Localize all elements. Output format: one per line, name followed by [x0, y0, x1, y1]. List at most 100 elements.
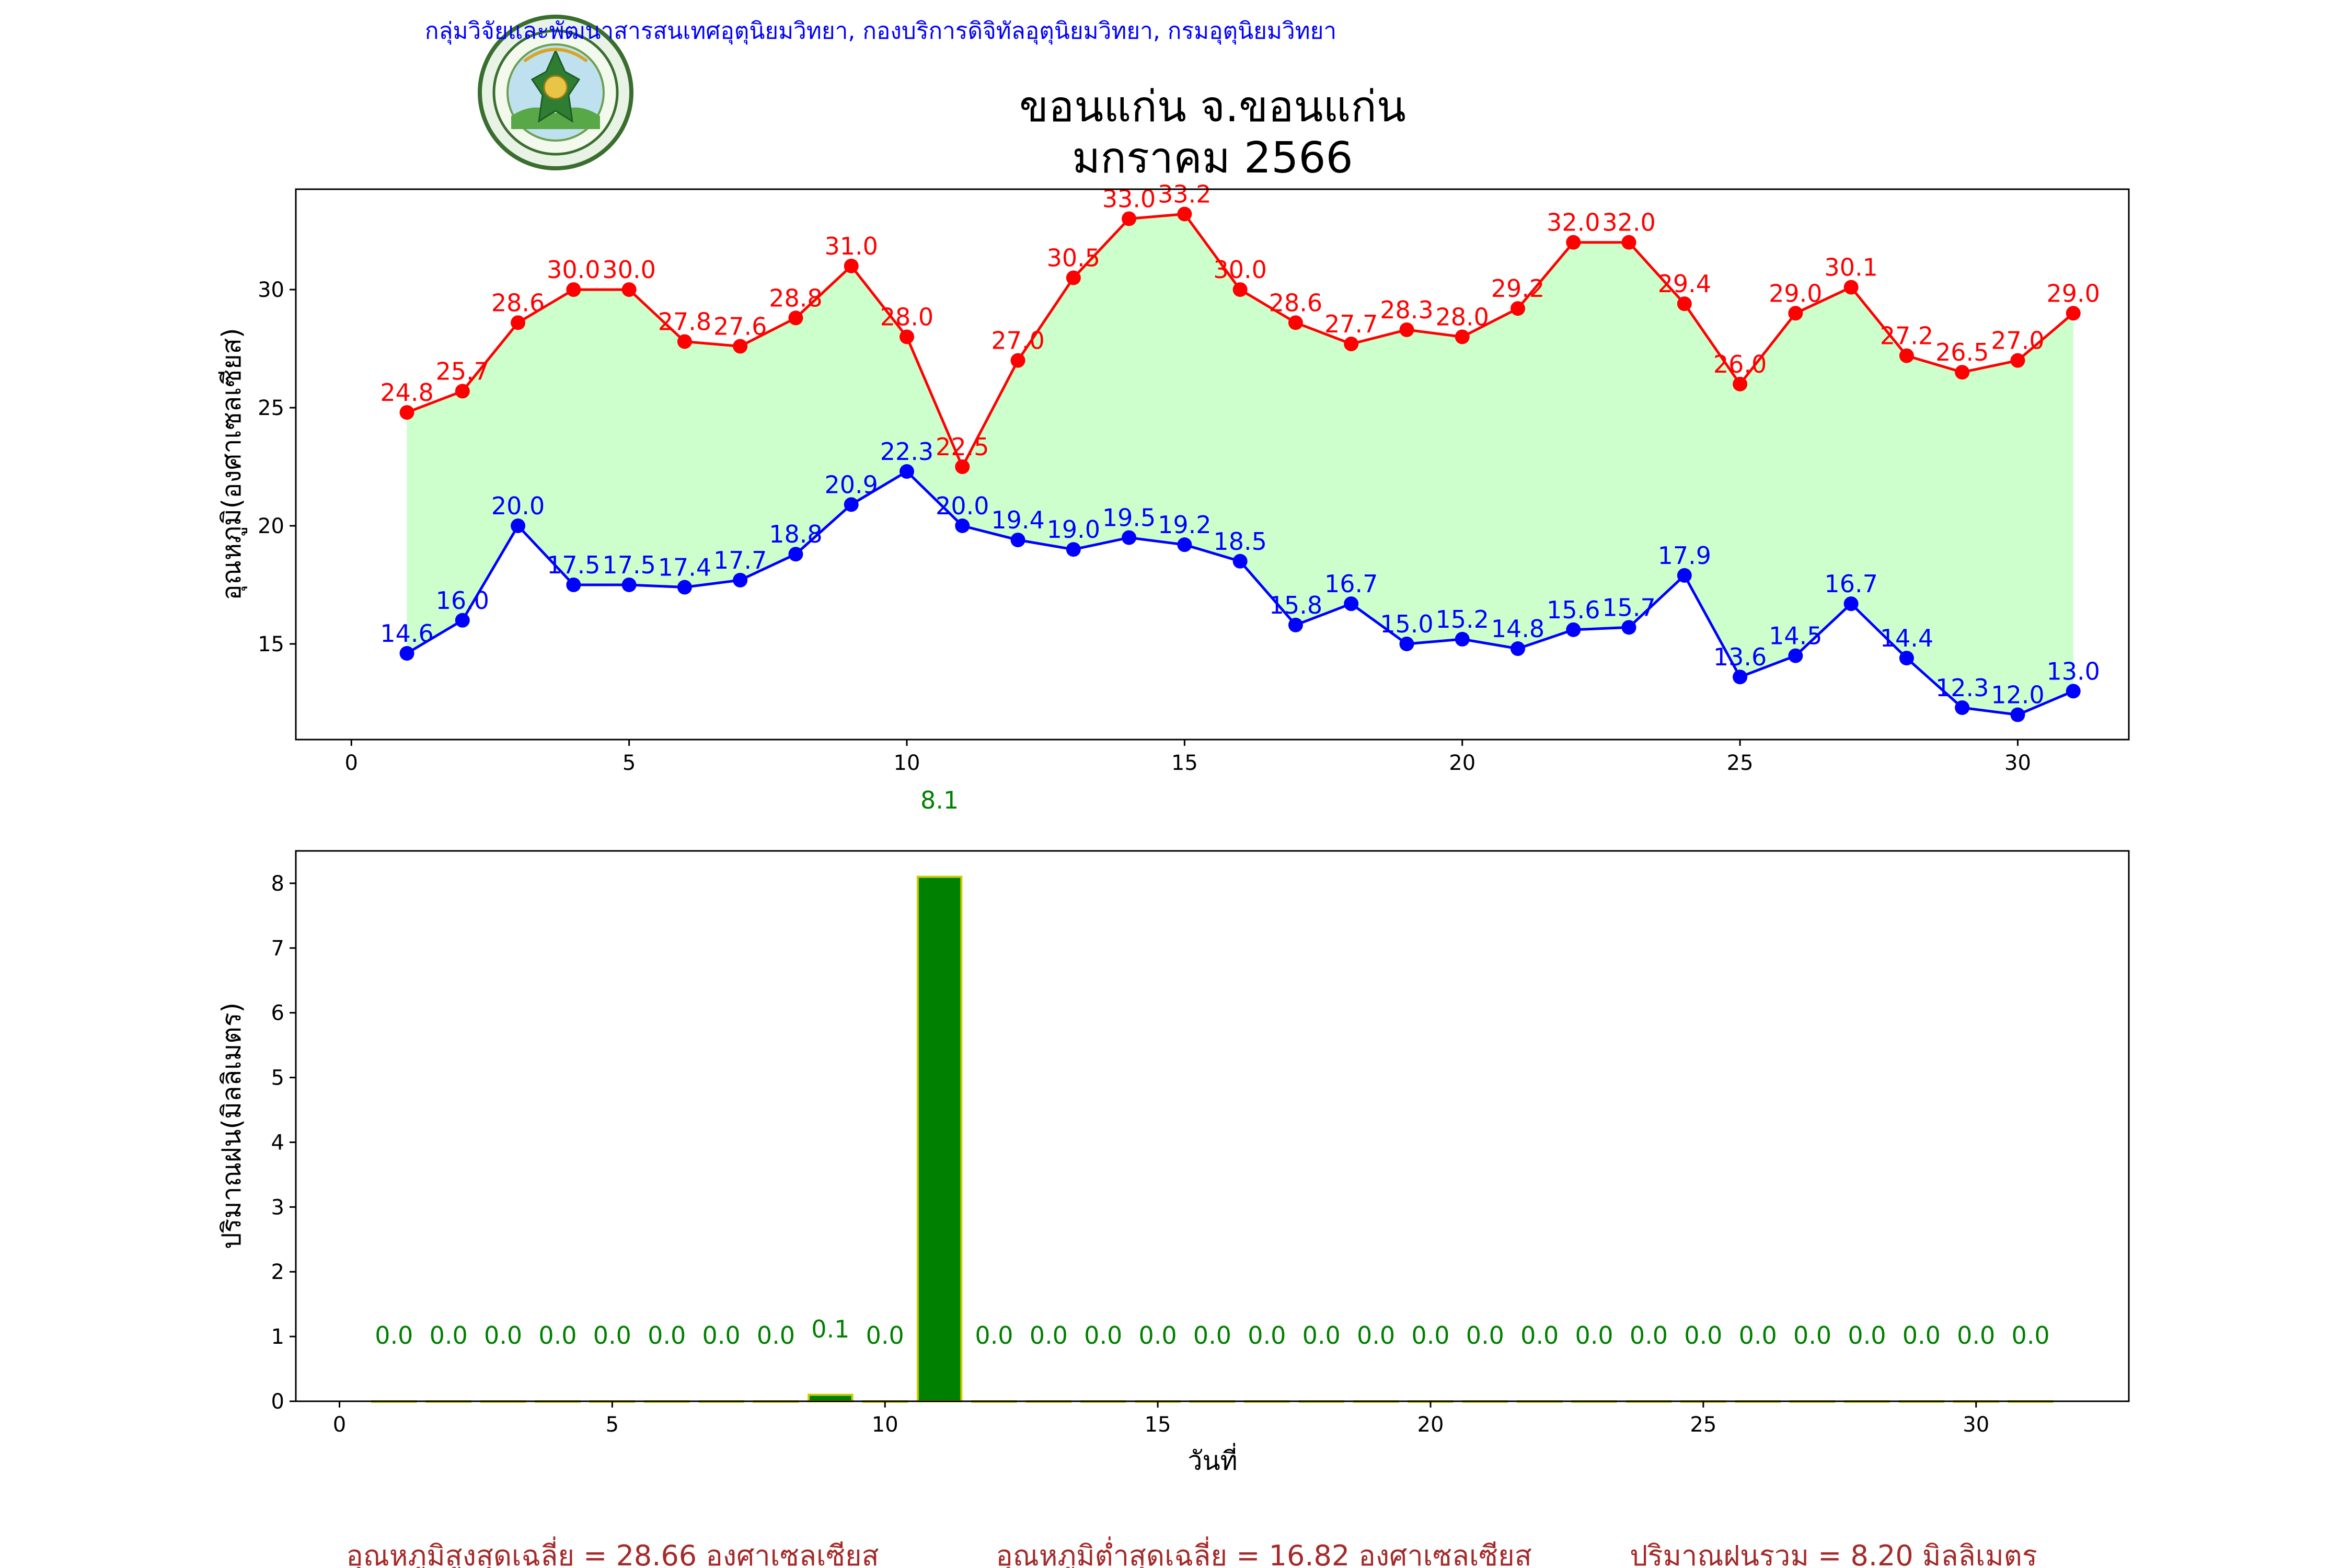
max-temperature-point: [399, 405, 414, 420]
min-temperature-point: [1288, 617, 1303, 632]
max-temperature-label: 27.0: [991, 327, 1044, 355]
max-temperature-label: 29.4: [1658, 270, 1711, 298]
temperature-x-tick-label: 10: [894, 751, 920, 775]
max-temperature-point: [1288, 315, 1303, 330]
footer-average-min: อุณหภูมิต่ำสุดเฉลี่ย = 16.82 องศาเซลเซีย…: [996, 1536, 1531, 1568]
max-temperature-point: [2010, 353, 2025, 368]
rainfall-x-tick-label: 15: [1145, 1413, 1171, 1437]
max-temperature-point: [1344, 337, 1359, 352]
max-temperature-label: 32.0: [1602, 209, 1655, 237]
max-temperature-label: 30.0: [1213, 256, 1266, 284]
max-temperature-label: 28.6: [491, 289, 545, 317]
min-temperature-label: 14.6: [380, 619, 433, 648]
temperature-x-tick-label: 15: [1171, 751, 1198, 775]
min-temperature-point: [788, 547, 803, 562]
max-temperature-point: [677, 334, 692, 349]
max-temperature-label: 30.0: [547, 256, 600, 284]
footer-total-rain: ปริมาณฝนรวม = 8.20 มิลลิเมตร: [1630, 1539, 2037, 1568]
max-temperature-label: 30.5: [1047, 244, 1100, 272]
rainfall-value-label: 0.0: [702, 1321, 741, 1350]
min-temperature-label: 17.7: [713, 546, 767, 574]
max-temperature-label: 30.0: [602, 256, 655, 284]
temperature-y-tick-label: 30: [258, 278, 284, 302]
rainfall-y-tick-label: 7: [271, 937, 284, 961]
rainfall-value-label: 0.0: [648, 1321, 686, 1350]
min-temperature-point: [1733, 670, 1748, 685]
rainfall-value-label: 0.0: [1957, 1321, 1995, 1350]
max-temperature-point: [1455, 329, 1470, 344]
max-temperature-point: [1733, 376, 1748, 391]
min-temperature-label: 16.0: [436, 586, 489, 615]
min-temperature-point: [1788, 648, 1803, 663]
min-temperature-point: [1122, 530, 1137, 545]
min-temperature-label: 13.0: [2047, 657, 2100, 685]
max-temperature-point: [1232, 282, 1248, 297]
max-temperature-point: [621, 282, 637, 297]
min-temperature-point: [566, 577, 581, 592]
rainfall-value-label: 0.0: [1793, 1321, 1831, 1350]
min-temperature-label: 20.9: [825, 470, 878, 499]
min-temperature-label: 22.3: [880, 437, 933, 466]
max-temperature-label: 26.5: [1935, 338, 1989, 366]
rainfall-y-tick-label: 5: [271, 1066, 284, 1090]
min-temperature-label: 13.6: [1713, 643, 1767, 671]
min-temperature-point: [677, 580, 692, 595]
min-temperature-point: [1177, 537, 1192, 552]
min-temperature-point: [2010, 707, 2025, 722]
rainfall-y-axis-label: ปริมาณฝน(มิลลิเมตร): [216, 1002, 247, 1249]
min-temperature-label: 16.7: [1324, 570, 1378, 598]
min-temperature-label: 18.5: [1213, 527, 1266, 556]
temperature-chart: 24.825.728.630.0 30.027.8 27.628.831.028.0…: [216, 180, 2130, 775]
rainfall-x-tick-label: 20: [1417, 1413, 1444, 1437]
min-temperature-label: 19.4: [991, 506, 1044, 534]
rainfall-value-label: 8.1: [920, 786, 959, 814]
min-temperature-point: [1066, 542, 1081, 557]
min-temperature-label: 17.4: [658, 554, 711, 582]
rainfall-value-label: 0.0: [1903, 1321, 1941, 1350]
rainfall-value-label: 0.0: [866, 1321, 904, 1350]
min-temperature-label: 14.4: [1880, 624, 1933, 652]
temperature-x-tick-label: 20: [1449, 751, 1475, 775]
max-temperature-label: 22.5: [936, 433, 989, 461]
max-temperature-point: [788, 310, 803, 326]
rainfall-value-label: 0.0: [1084, 1321, 1122, 1350]
min-temperature-label: 15.2: [1436, 605, 1489, 633]
max-temperature-point: [1066, 270, 1081, 285]
rainfall-value-label: 0.0: [1520, 1321, 1559, 1350]
min-temperature-label: 19.5: [1102, 504, 1156, 532]
temperature-x-tick-label: 5: [622, 751, 636, 775]
rainfall-value-label: 0.0: [375, 1321, 413, 1350]
max-temperature-point: [733, 339, 748, 354]
min-temperature-label: 14.8: [1491, 615, 1544, 643]
max-temperature-label: 27.0: [1991, 327, 2044, 355]
max-temperature-point: [955, 459, 970, 475]
rainfall-x-tick-label: 0: [333, 1413, 346, 1437]
rainfall-value-label: 0.1: [811, 1315, 849, 1343]
max-temperature-label: 27.7: [1324, 310, 1378, 338]
min-temperature-label: 17.5: [602, 551, 655, 579]
rainfall-y-tick-label: 8: [271, 872, 284, 896]
max-temperature-label: 28.0: [1436, 303, 1489, 331]
rainfall-value-label: 0.0: [1630, 1321, 1668, 1350]
max-temperature-point: [1621, 235, 1636, 250]
min-temperature-point: [1621, 620, 1636, 635]
min-temperature-point: [621, 577, 637, 592]
chart-title-station: ขอนแก่น จ.ขอนแก่น: [1019, 82, 1406, 132]
min-temperature-label: 19.2: [1158, 511, 1211, 539]
max-temperature-label: 28.6: [1269, 289, 1322, 317]
max-temperature-label: 28.0: [880, 303, 933, 331]
min-temperature-label: 19.0: [1047, 515, 1100, 544]
min-temperature-point: [955, 518, 970, 534]
rainfall-value-label: 0.0: [1248, 1321, 1286, 1350]
temperature-plot-frame: [295, 188, 2130, 741]
min-temperature-point: [1455, 631, 1470, 647]
min-temperature-point: [1566, 622, 1581, 637]
max-temperature-point: [455, 384, 470, 399]
rainfall-y-tick-label: 1: [271, 1325, 284, 1349]
rainfall-value-label: 0.0: [1466, 1321, 1504, 1350]
min-temperature-label: 12.3: [1935, 674, 1989, 702]
rainfall-plot-frame: [295, 850, 2130, 1402]
min-temperature-label: 15.8: [1269, 591, 1322, 619]
chart-title-month: มกราคม 2566: [1072, 133, 1353, 183]
